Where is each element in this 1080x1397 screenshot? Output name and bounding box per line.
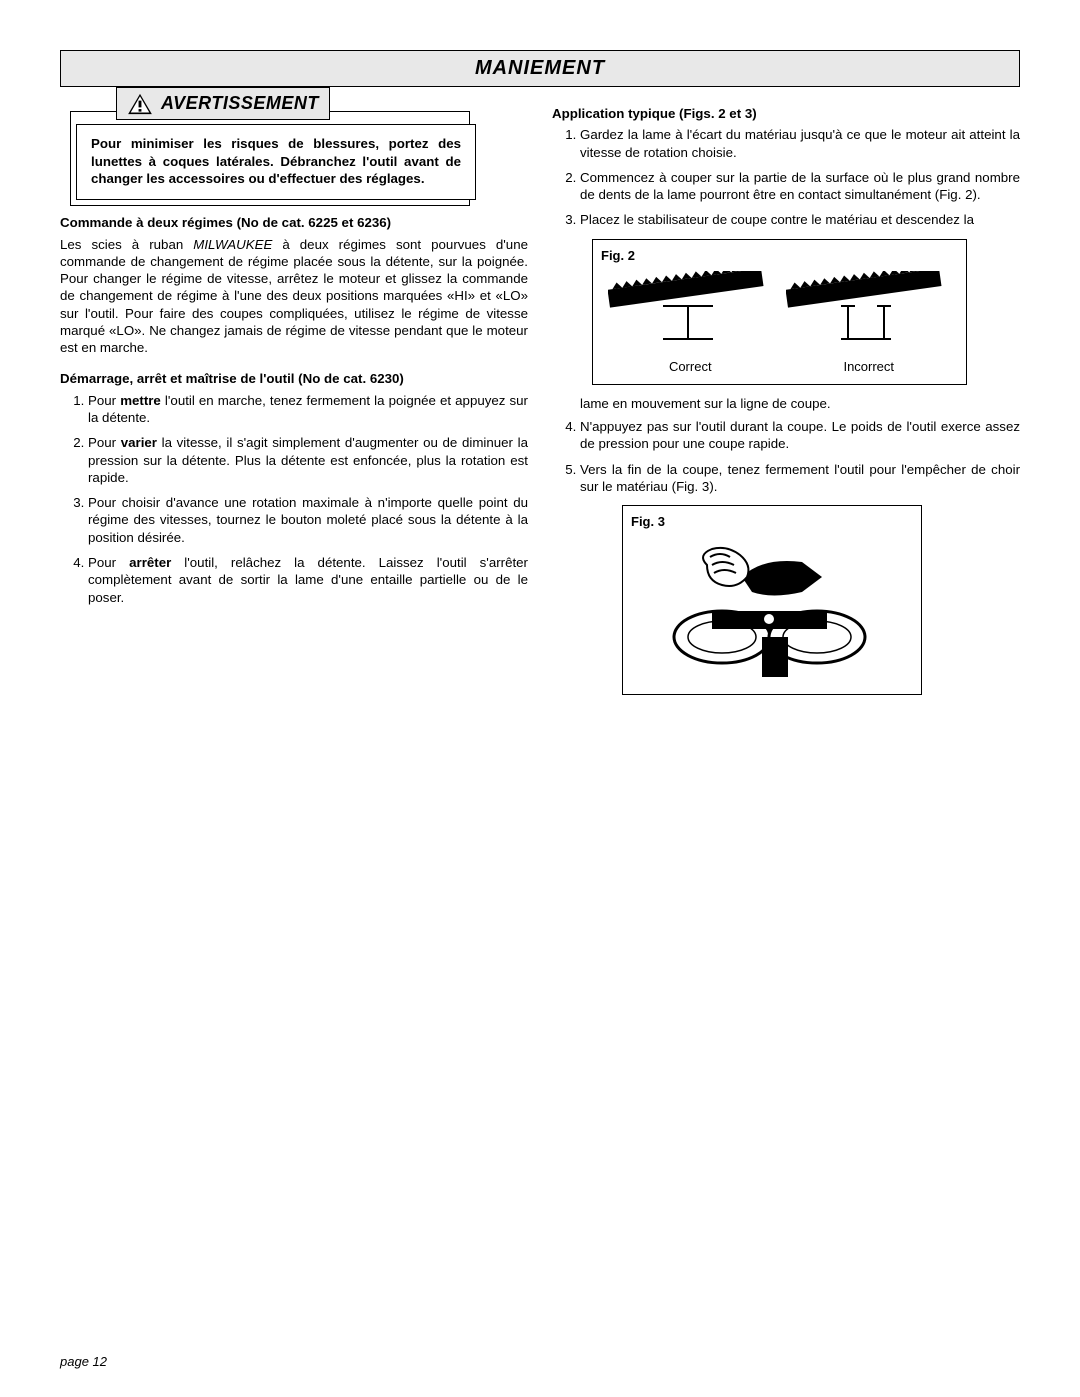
list-item: Pour mettre l'outil en marche, tenez fer… bbox=[88, 392, 528, 427]
heading-commande: Commande à deux régimes (No de cat. 6225… bbox=[60, 214, 528, 231]
left-column: AVERTISSEMENT Pour minimiser les risques… bbox=[60, 105, 528, 705]
fig3-bandsaw-icon bbox=[652, 537, 892, 682]
warning-body: Pour minimiser les risques de blessures,… bbox=[91, 136, 461, 186]
list-item: N'appuyez pas sur l'outil durant la coup… bbox=[580, 418, 1020, 453]
warning-header: AVERTISSEMENT bbox=[116, 87, 330, 120]
list-item: Pour choisir d'avance une rotation maxim… bbox=[88, 494, 528, 546]
list-item: Gardez la lame à l'écart du matériau jus… bbox=[580, 126, 1020, 161]
list-item: Vers la fin de la coupe, tenez fermement… bbox=[580, 461, 1020, 496]
list-item: Pour varier la vitesse, il s'agit simple… bbox=[88, 434, 528, 486]
right-steps-2: N'appuyez pas sur l'outil durant la coup… bbox=[552, 418, 1020, 495]
para-commande: Les scies à ruban MILWAUKEE à deux régim… bbox=[60, 236, 528, 357]
heading-application: Application typique (Figs. 2 et 3) bbox=[552, 105, 1020, 122]
fig3-label: Fig. 3 bbox=[631, 514, 913, 531]
fig2-incorrect-icon bbox=[786, 271, 951, 351]
fig2-correct-icon bbox=[608, 271, 773, 351]
figure-3-box: Fig. 3 bbox=[622, 505, 922, 695]
fig2-correct-caption: Correct bbox=[608, 359, 773, 376]
warning-title: AVERTISSEMENT bbox=[161, 92, 319, 115]
list-item: Pour arrêter l'outil, relâchez la détent… bbox=[88, 554, 528, 606]
figure-2-box: Fig. 2 bbox=[592, 239, 967, 385]
warning-triangle-icon bbox=[127, 93, 153, 115]
warning-box: AVERTISSEMENT Pour minimiser les risques… bbox=[76, 105, 476, 200]
fig2-label: Fig. 2 bbox=[601, 248, 958, 265]
list-item: Placez le stabilisateur de coupe contre … bbox=[580, 211, 1020, 228]
continuation-line: lame en mouvement sur la ligne de coupe. bbox=[580, 395, 1020, 412]
heading-demarrage: Démarrage, arrêt et maîtrise de l'outil … bbox=[60, 370, 528, 387]
left-steps: Pour mettre l'outil en marche, tenez fer… bbox=[60, 392, 528, 606]
page-number: page 12 bbox=[60, 1354, 107, 1369]
list-item: Commencez à couper sur la partie de la s… bbox=[580, 169, 1020, 204]
right-steps-1: Gardez la lame à l'écart du matériau jus… bbox=[552, 126, 1020, 228]
fig2-incorrect-caption: Incorrect bbox=[786, 359, 951, 376]
right-column: Application typique (Figs. 2 et 3) Garde… bbox=[552, 105, 1020, 705]
section-banner: MANIEMENT bbox=[60, 50, 1020, 87]
